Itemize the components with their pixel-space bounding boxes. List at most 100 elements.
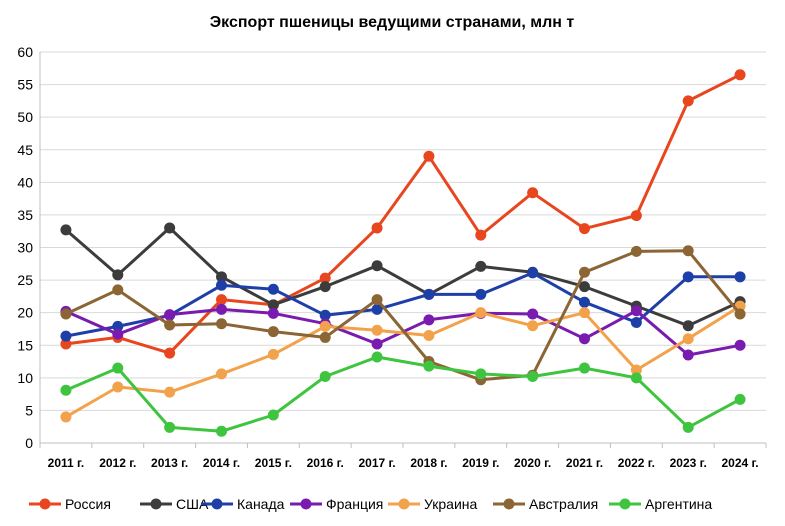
data-point bbox=[475, 368, 487, 380]
legend-swatch-marker bbox=[300, 498, 312, 510]
legend-label: Австралия bbox=[529, 496, 598, 512]
data-point bbox=[682, 245, 694, 257]
y-tick-label: 40 bbox=[17, 174, 33, 190]
x-tick-label: 2013 г. bbox=[151, 456, 188, 470]
data-point bbox=[734, 339, 746, 351]
data-point bbox=[371, 324, 383, 336]
y-tick-label: 35 bbox=[17, 207, 33, 223]
data-point bbox=[319, 320, 331, 332]
series-line bbox=[65, 249, 742, 382]
legend-swatch-marker bbox=[150, 498, 162, 510]
legend-swatch-marker bbox=[619, 498, 631, 510]
legend-label: Украина bbox=[424, 496, 478, 512]
data-point bbox=[216, 271, 227, 283]
data-point bbox=[267, 409, 279, 421]
series-line bbox=[64, 226, 741, 328]
data-point bbox=[579, 296, 590, 308]
legend-swatch-marker bbox=[503, 498, 515, 510]
data-point bbox=[164, 421, 176, 433]
data-point bbox=[216, 425, 227, 437]
data-point bbox=[579, 266, 590, 278]
data-point bbox=[527, 187, 539, 199]
data-point bbox=[267, 299, 279, 311]
data-point bbox=[319, 272, 331, 284]
y-tick-label: 10 bbox=[17, 370, 33, 386]
data-point bbox=[216, 279, 227, 291]
x-tick-label: 2011 г. bbox=[48, 456, 85, 470]
data-point bbox=[579, 307, 590, 319]
y-tick-label: 55 bbox=[17, 77, 33, 93]
legend-swatch-marker bbox=[398, 498, 410, 510]
y-tick-label: 20 bbox=[17, 305, 33, 321]
legend-item: США bbox=[140, 496, 209, 512]
series-Аргентина bbox=[60, 351, 746, 437]
data-point bbox=[527, 371, 539, 383]
legend-swatch-marker bbox=[211, 498, 223, 510]
data-point bbox=[216, 303, 227, 315]
data-point bbox=[371, 222, 383, 234]
data-point bbox=[682, 320, 694, 332]
data-point bbox=[319, 371, 331, 383]
data-point bbox=[164, 319, 176, 331]
data-point bbox=[682, 349, 694, 361]
data-point bbox=[423, 360, 435, 372]
data-point bbox=[164, 309, 176, 321]
data-point bbox=[112, 328, 124, 340]
data-point bbox=[527, 308, 539, 320]
legend-item: Франция bbox=[290, 496, 383, 512]
data-point bbox=[112, 269, 124, 281]
data-point bbox=[319, 309, 331, 321]
x-tick-label: 2012 г. bbox=[99, 456, 136, 470]
series-group bbox=[60, 69, 746, 437]
series-Украина bbox=[60, 300, 746, 423]
series-line bbox=[65, 271, 741, 338]
data-point bbox=[579, 362, 590, 374]
data-point bbox=[112, 284, 124, 296]
x-tick-label: 2020 г. bbox=[514, 456, 551, 470]
data-point bbox=[630, 372, 642, 384]
data-point bbox=[734, 308, 746, 320]
data-point bbox=[60, 224, 72, 236]
x-tick-label: 2019 г. bbox=[462, 456, 499, 470]
legend-item: Аргентина bbox=[609, 496, 712, 512]
data-point bbox=[527, 320, 539, 332]
data-point bbox=[579, 333, 590, 345]
series-line bbox=[65, 355, 741, 433]
data-point bbox=[734, 271, 746, 283]
data-point bbox=[682, 271, 694, 283]
y-tick-label: 15 bbox=[17, 337, 33, 353]
data-point bbox=[60, 330, 72, 342]
y-axis: 0 5 10 15 20 25 30 35 40 45 50 55 60 bbox=[17, 44, 33, 451]
legend-swatch-marker bbox=[39, 498, 51, 510]
data-point bbox=[527, 267, 539, 279]
data-point bbox=[371, 351, 383, 363]
data-point bbox=[371, 338, 383, 350]
data-point bbox=[682, 95, 694, 107]
y-tick-label: 45 bbox=[17, 142, 33, 158]
data-point bbox=[630, 210, 642, 222]
legend: Россия США Канада Франция Украина Австралия Ар… bbox=[29, 496, 712, 512]
data-point bbox=[112, 362, 124, 374]
data-point bbox=[371, 294, 383, 306]
legend-item: Австралия bbox=[493, 496, 598, 512]
data-point bbox=[216, 294, 227, 306]
data-point bbox=[682, 333, 694, 345]
data-point bbox=[371, 303, 383, 315]
legend-item: Россия bbox=[29, 496, 111, 512]
data-point bbox=[267, 307, 279, 319]
data-point bbox=[630, 364, 642, 376]
series-Россия bbox=[60, 69, 746, 359]
legend-label: Канада bbox=[237, 496, 285, 512]
legend-label: Россия bbox=[65, 496, 111, 512]
data-point bbox=[267, 283, 279, 295]
data-point bbox=[319, 331, 331, 343]
chart-title: Экспорт пшеницы ведущими странами, млн т bbox=[210, 14, 575, 31]
x-tick-label: 2018 г. bbox=[410, 456, 447, 470]
x-tick-label: 2017 г. bbox=[358, 456, 395, 470]
y-tick-label: 60 bbox=[17, 44, 33, 60]
data-point bbox=[734, 393, 746, 405]
data-point bbox=[630, 245, 642, 257]
data-point bbox=[423, 314, 435, 326]
data-point bbox=[267, 348, 279, 360]
